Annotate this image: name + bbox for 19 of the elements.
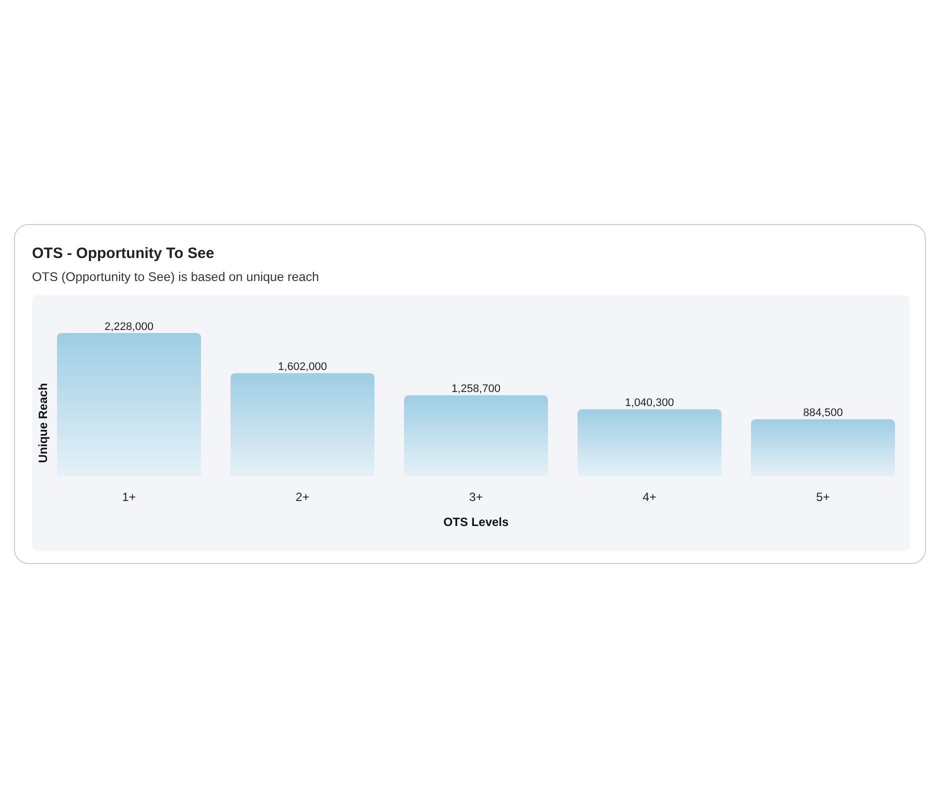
data-label: 884,500 [803, 407, 843, 420]
chart-subtitle: OTS (Opportunity to See) is based on unique reach [32, 270, 320, 284]
chart-title: OTS - Opportunity To See [32, 245, 214, 262]
data-label: 1,040,300 [625, 397, 674, 410]
bar [577, 409, 722, 476]
bar [750, 419, 895, 476]
data-label: 1,258,700 [452, 383, 500, 396]
x-tick-label: 4+ [642, 490, 656, 504]
x-tick-label: 3+ [469, 490, 483, 504]
bar [57, 333, 202, 476]
bar [230, 373, 375, 476]
x-axis-title: OTS Levels [443, 515, 509, 529]
bar [404, 395, 548, 476]
data-label: 1,602,000 [278, 361, 327, 374]
y-axis-title: Unique Reach [36, 382, 50, 464]
x-tick-label: 1+ [122, 490, 136, 504]
data-label: 2,228,000 [104, 321, 154, 333]
x-tick-label: 5+ [816, 490, 830, 504]
x-tick-label: 2+ [296, 490, 310, 504]
